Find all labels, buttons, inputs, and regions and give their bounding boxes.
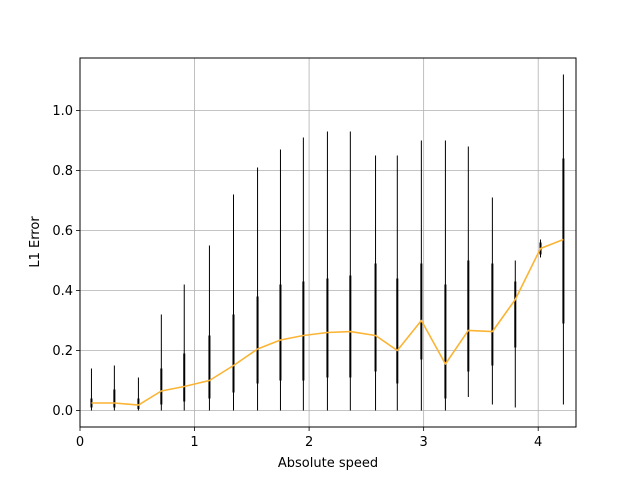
x-axis-ticks: 0 1 2 3 4 [76, 427, 542, 450]
y-tick-label: 0.4 [52, 284, 73, 299]
y-axis-label: L1 Error [28, 216, 43, 268]
y-tick-label: 0.8 [52, 164, 73, 179]
series-group [91, 238, 564, 406]
x-tick-label: 0 [76, 435, 84, 450]
mean-line [91, 238, 564, 406]
y-axis-ticks: 0.0 0.2 0.4 0.6 0.8 1.0 [52, 104, 80, 419]
y-tick-label: 0.0 [52, 404, 73, 419]
y-tick-label: 1.0 [52, 104, 73, 119]
x-tick-label: 3 [420, 435, 428, 450]
y-tick-label: 0.2 [52, 344, 73, 359]
y-tick-label: 0.6 [52, 224, 73, 239]
grid [79, 58, 576, 427]
x-tick-label: 2 [305, 435, 313, 450]
x-axis-label: Absolute speed [278, 456, 378, 471]
x-tick-label: 1 [190, 435, 198, 450]
plot-frame [79, 57, 577, 428]
x-tick-label: 4 [534, 435, 542, 450]
